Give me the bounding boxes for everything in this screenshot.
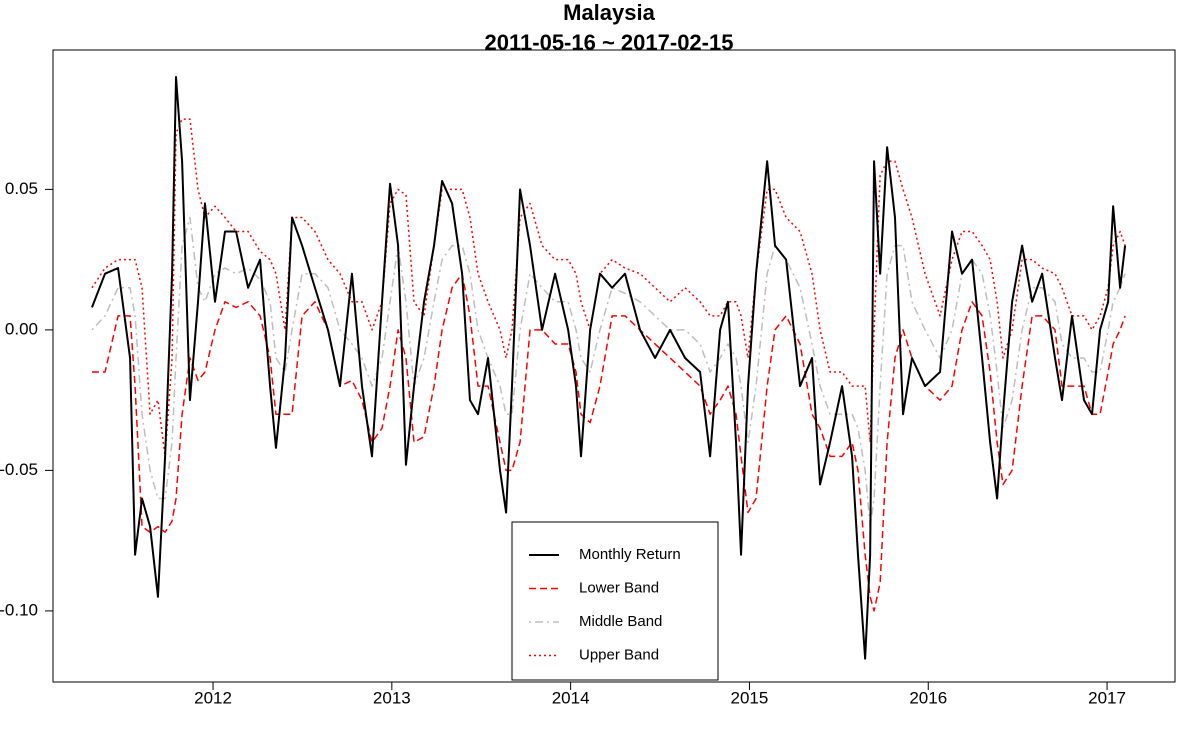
series-line xyxy=(91,118,1126,458)
legend-label: Upper Band xyxy=(579,646,659,663)
x-tick-label: 2016 xyxy=(909,688,947,707)
legend-box xyxy=(511,521,719,681)
x-tick-label: 2017 xyxy=(1088,688,1126,707)
x-tick-label: 2014 xyxy=(552,688,590,707)
y-tick-label: -0.05 xyxy=(0,460,38,479)
y-tick-label: 0.05 xyxy=(5,179,38,198)
plot-frame xyxy=(52,49,1176,683)
series-line xyxy=(91,272,1126,612)
legend-label: Monthly Return xyxy=(579,546,681,563)
chart-subtitle: 2011-05-16 ~ 2017-02-15 xyxy=(485,30,734,55)
x-tick-label: 2012 xyxy=(194,688,232,707)
x-tick-label: 2013 xyxy=(373,688,411,707)
y-tick-label: 0.00 xyxy=(5,319,38,338)
y-tick-label: -0.10 xyxy=(0,600,38,619)
legend-label: Lower Band xyxy=(579,579,659,596)
chart-title: Malaysia xyxy=(563,0,655,25)
x-tick-label: 2015 xyxy=(731,688,769,707)
legend-label: Middle Band xyxy=(579,613,662,630)
series-line xyxy=(91,75,1127,660)
